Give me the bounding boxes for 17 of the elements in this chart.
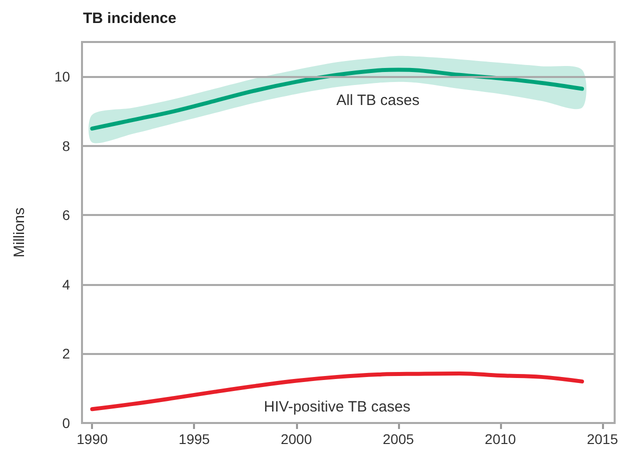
chart-title: TB incidence: [83, 10, 176, 27]
x-tick-label: 2010: [484, 431, 516, 447]
y-tick-label: 4: [62, 276, 70, 292]
y-tick-label: 2: [62, 346, 70, 362]
y-tick-label: 0: [62, 415, 70, 431]
y-tick-label: 10: [54, 68, 70, 85]
line-series: [90, 68, 584, 131]
series-label: All TB cases: [336, 92, 420, 109]
x-tick-label: 2000: [280, 431, 312, 447]
x-tick-label: 1990: [76, 431, 108, 447]
y-tick-label: 6: [62, 207, 70, 224]
series-label: HIV-positive TB cases: [264, 398, 410, 416]
y-axis-title: Millions: [11, 207, 28, 258]
y-tick-label: 8: [62, 138, 70, 154]
x-tick-label: 2005: [382, 431, 414, 447]
x-tick-label: 1995: [178, 431, 210, 447]
x-tick-label: 2015: [586, 431, 618, 447]
